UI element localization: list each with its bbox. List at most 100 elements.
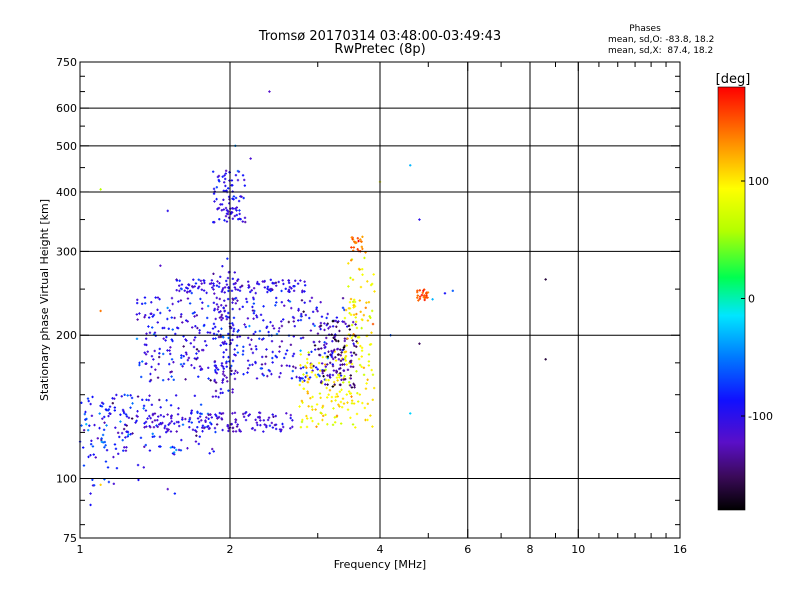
echo-point	[217, 395, 220, 399]
echo-point	[369, 316, 372, 320]
echo-point	[353, 240, 356, 243]
echo-point	[339, 367, 342, 370]
echo-point	[306, 417, 309, 420]
echo-point	[269, 278, 273, 282]
echo-point	[175, 430, 178, 433]
echo-point	[344, 308, 348, 312]
echo-point	[302, 373, 305, 376]
echo-point	[285, 364, 289, 367]
echo-point	[409, 412, 412, 415]
echo-point	[122, 427, 126, 431]
echo-point	[217, 178, 220, 182]
echo-point	[214, 395, 218, 398]
echo-point	[356, 237, 359, 240]
echo-point	[355, 340, 358, 343]
echo-point	[254, 360, 257, 364]
echo-point	[241, 174, 245, 177]
echo-point	[230, 326, 233, 330]
echo-point	[280, 320, 283, 323]
echo-point	[213, 360, 217, 363]
echo-point	[344, 356, 347, 359]
echo-point	[360, 355, 363, 358]
echo-point	[274, 304, 277, 307]
echo-point	[451, 289, 455, 292]
echo-point	[350, 395, 353, 398]
echo-point	[371, 373, 375, 376]
echo-point	[343, 339, 346, 343]
echo-point	[360, 365, 363, 368]
echo-point	[218, 411, 222, 415]
echo-point	[222, 198, 225, 202]
echo-point	[334, 399, 337, 402]
echo-point	[174, 394, 178, 397]
echo-point	[206, 304, 210, 308]
echo-point	[223, 374, 226, 377]
echo-point	[245, 297, 248, 301]
chart-title-line1: Tromsø 20170314 03:48:00-03:49:43	[258, 29, 501, 44]
echo-point	[222, 355, 225, 359]
echo-point	[227, 429, 230, 433]
echo-scatter-layer	[78, 90, 547, 507]
echo-point	[106, 466, 110, 469]
echo-point	[280, 300, 284, 304]
axis-ticks	[79, 61, 681, 539]
echo-point	[299, 279, 302, 282]
echo-point	[226, 315, 229, 319]
echo-point	[235, 206, 239, 209]
echo-point	[176, 326, 179, 329]
echo-point	[360, 326, 363, 330]
echo-point	[422, 288, 426, 291]
echo-point	[409, 164, 412, 167]
echo-point	[357, 239, 360, 243]
echo-point	[80, 401, 83, 405]
echo-point	[186, 291, 189, 294]
echo-point	[213, 307, 216, 311]
echo-point	[351, 278, 355, 281]
echo-point	[96, 437, 99, 440]
echo-point	[194, 440, 198, 443]
echo-point	[214, 325, 217, 329]
echo-point	[223, 342, 226, 345]
echo-point	[156, 376, 160, 379]
echo-point	[331, 325, 335, 328]
echo-point	[227, 355, 230, 359]
echo-point	[227, 286, 230, 289]
echo-point	[325, 386, 328, 390]
echo-point	[155, 424, 158, 427]
y-tick-label: 500	[56, 140, 77, 153]
echo-point	[371, 425, 374, 428]
echo-point	[131, 402, 134, 405]
echo-point	[271, 356, 274, 360]
echo-point	[171, 328, 174, 331]
echo-point	[231, 338, 234, 342]
echo-point	[323, 322, 326, 325]
echo-point	[196, 356, 199, 360]
echo-point	[291, 419, 294, 422]
echo-point	[184, 351, 188, 354]
echo-point	[91, 445, 95, 448]
echo-point	[351, 339, 354, 342]
echo-point	[113, 443, 117, 446]
echo-point	[235, 209, 238, 212]
echo-point	[170, 414, 173, 417]
echo-point	[343, 344, 346, 348]
echo-point	[214, 370, 217, 374]
echo-point	[255, 315, 259, 319]
echo-point	[256, 280, 259, 284]
echo-point	[279, 430, 282, 433]
echo-point	[349, 297, 353, 301]
echo-point	[223, 309, 226, 313]
echo-point	[223, 299, 226, 302]
echo-point	[221, 317, 224, 320]
echo-point	[257, 282, 261, 286]
echo-point	[326, 383, 329, 386]
echo-point	[173, 316, 176, 320]
echo-point	[292, 289, 296, 292]
echo-point	[121, 438, 124, 442]
echo-point	[232, 327, 236, 331]
echo-point	[238, 289, 242, 292]
echo-point	[352, 313, 356, 317]
echo-point	[355, 241, 358, 244]
echo-point	[135, 301, 139, 305]
colorbar-tick-label: -100	[748, 410, 773, 423]
